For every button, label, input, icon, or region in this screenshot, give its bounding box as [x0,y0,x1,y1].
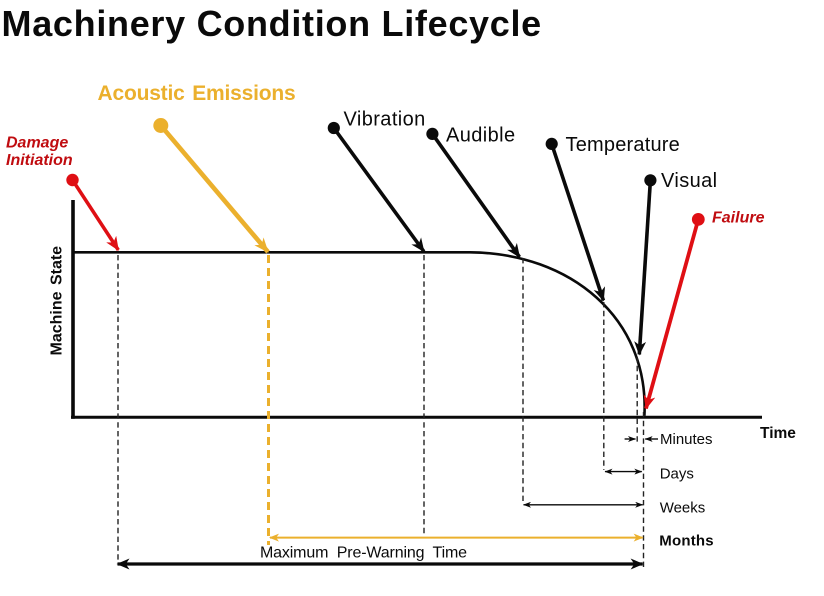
svg-text:Weeks: Weeks [660,500,706,517]
svg-text:Temperature: Temperature [566,134,680,156]
svg-text:Maximum Pre-Warning Time: Maximum Pre-Warning Time [260,545,467,562]
svg-text:Machine State: Machine State [49,246,66,356]
svg-text:Machinery Condition Lifecycle: Machinery Condition Lifecycle [2,3,542,44]
svg-text:Audible: Audible [446,125,516,147]
svg-text:Acoustic Emissions: Acoustic Emissions [98,82,296,105]
svg-text:Visual: Visual [661,170,718,192]
svg-text:Failure: Failure [712,209,765,226]
svg-text:Vibration: Vibration [344,108,426,130]
svg-text:Months: Months [659,533,714,550]
svg-text:Time: Time [760,425,796,442]
svg-text:Days: Days [660,466,694,483]
svg-text:Initiation: Initiation [6,152,73,169]
svg-text:Damage: Damage [6,134,68,151]
svg-text:Minutes: Minutes [660,431,713,448]
